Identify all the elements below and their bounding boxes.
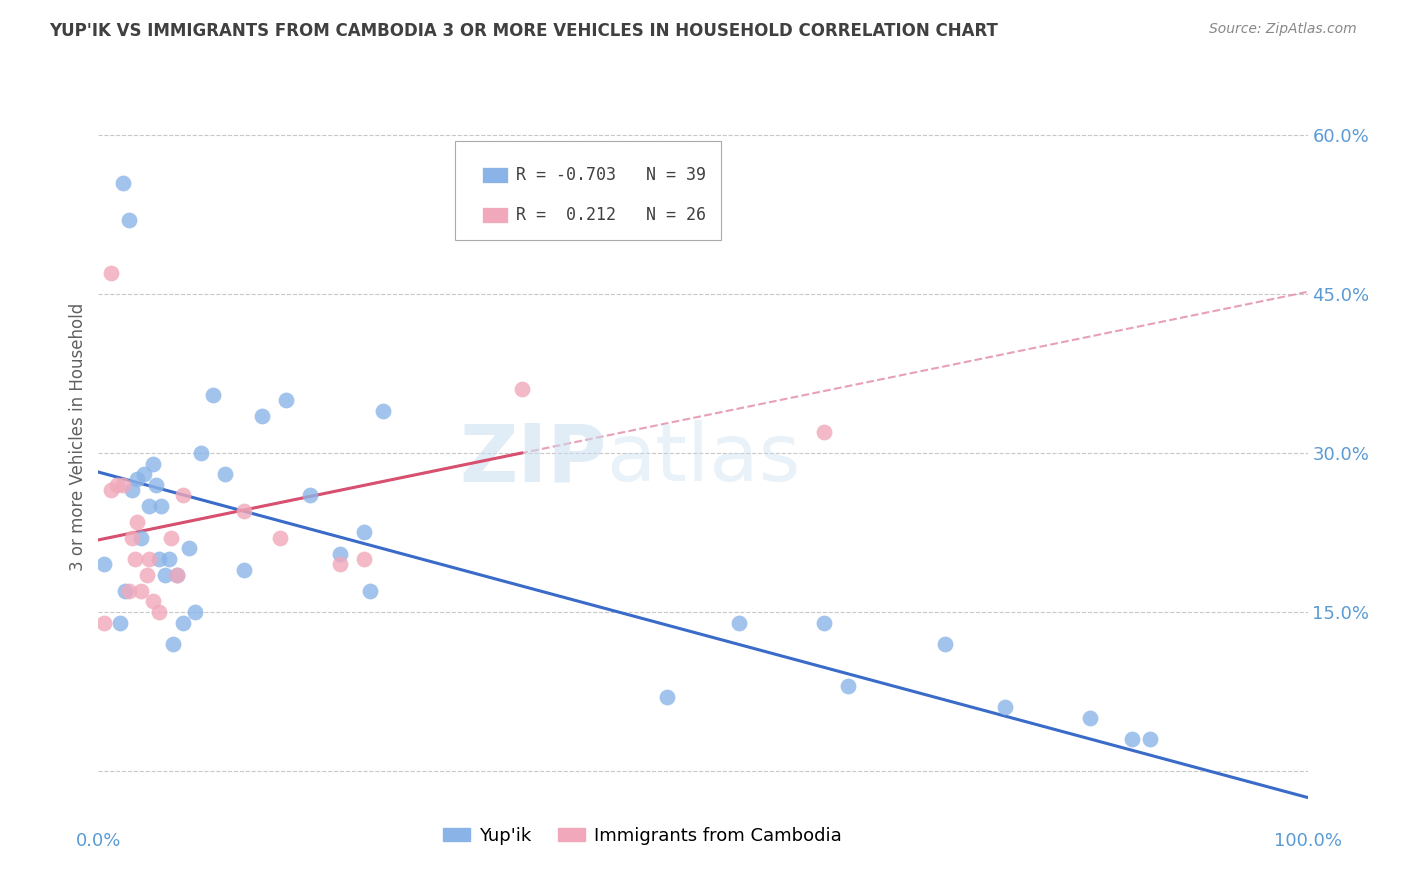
Text: Source: ZipAtlas.com: Source: ZipAtlas.com	[1209, 22, 1357, 37]
Point	[157, 552, 180, 566]
Point	[129, 583, 152, 598]
Point	[118, 583, 141, 598]
Legend: Yup'ik, Immigrants from Cambodia: Yup'ik, Immigrants from Cambodia	[436, 820, 849, 852]
Point	[250, 409, 273, 423]
Point	[371, 403, 394, 417]
Point	[93, 558, 115, 572]
Point	[138, 552, 160, 566]
Text: atlas: atlas	[606, 420, 800, 498]
Point	[135, 567, 157, 582]
Point	[142, 594, 165, 608]
Point	[153, 567, 176, 582]
Point	[162, 637, 184, 651]
Point	[184, 605, 207, 619]
Point	[1078, 711, 1101, 725]
FancyBboxPatch shape	[456, 141, 721, 240]
Point	[114, 583, 136, 598]
FancyBboxPatch shape	[482, 208, 509, 224]
Point	[127, 473, 149, 487]
Text: ZIP: ZIP	[458, 420, 606, 498]
Point	[1121, 732, 1143, 747]
Point	[813, 425, 835, 439]
Point	[172, 615, 194, 630]
Point	[145, 477, 167, 491]
Text: 100.0%: 100.0%	[1274, 832, 1341, 850]
Point	[299, 488, 322, 502]
Point	[148, 605, 170, 619]
Point	[111, 477, 134, 491]
Point	[360, 583, 382, 598]
Point	[138, 499, 160, 513]
Point	[329, 547, 352, 561]
Point	[127, 515, 149, 529]
Point	[202, 387, 225, 401]
Point	[150, 499, 173, 513]
Point	[655, 690, 678, 704]
Point	[142, 457, 165, 471]
Point	[190, 446, 212, 460]
Point	[232, 504, 254, 518]
Point	[166, 567, 188, 582]
Point	[1139, 732, 1161, 747]
Point	[728, 615, 751, 630]
Point	[121, 483, 143, 497]
Point	[329, 558, 352, 572]
Y-axis label: 3 or more Vehicles in Household: 3 or more Vehicles in Household	[69, 303, 87, 571]
Point	[510, 383, 533, 397]
Point	[172, 488, 194, 502]
Point	[111, 176, 134, 190]
Text: 0.0%: 0.0%	[76, 832, 121, 850]
Point	[934, 637, 956, 651]
Point	[118, 212, 141, 227]
Point	[353, 525, 375, 540]
FancyBboxPatch shape	[482, 167, 509, 183]
Point	[124, 552, 146, 566]
Point	[232, 563, 254, 577]
Text: YUP'IK VS IMMIGRANTS FROM CAMBODIA 3 OR MORE VEHICLES IN HOUSEHOLD CORRELATION C: YUP'IK VS IMMIGRANTS FROM CAMBODIA 3 OR …	[49, 22, 998, 40]
Point	[100, 483, 122, 497]
Point	[353, 552, 375, 566]
Point	[214, 467, 236, 482]
Point	[129, 531, 152, 545]
Point	[134, 467, 156, 482]
Point	[166, 567, 188, 582]
Point	[100, 266, 122, 280]
Point	[105, 477, 128, 491]
Point	[994, 700, 1017, 714]
Point	[274, 392, 297, 407]
Point	[160, 531, 183, 545]
Point	[269, 531, 291, 545]
Point	[148, 552, 170, 566]
Point	[93, 615, 115, 630]
Point	[179, 541, 201, 556]
Point	[108, 615, 131, 630]
Text: R =  0.212   N = 26: R = 0.212 N = 26	[516, 206, 706, 225]
Point	[837, 679, 859, 693]
Text: R = -0.703   N = 39: R = -0.703 N = 39	[516, 166, 706, 184]
Point	[813, 615, 835, 630]
Point	[121, 531, 143, 545]
